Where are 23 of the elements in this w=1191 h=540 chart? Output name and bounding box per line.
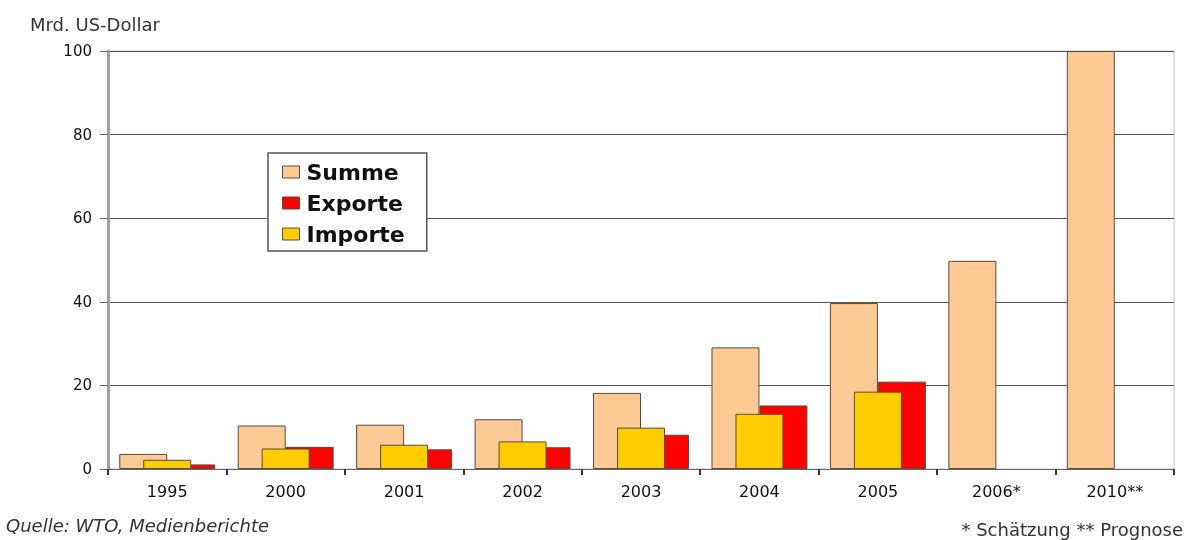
- legend-label: Exporte: [306, 190, 403, 216]
- y-axis-title: Mrd. US-Dollar: [30, 13, 161, 35]
- text: * Schätzung ** Prognose: [961, 518, 1183, 540]
- x-tick-label: 2004: [739, 481, 780, 501]
- y-tick-label: 40: [72, 292, 92, 311]
- y-tick-label: 100: [63, 42, 92, 60]
- x-tick-label: 1995: [146, 481, 188, 501]
- y-tick-label: 0: [82, 460, 92, 478]
- bar: [948, 260, 997, 469]
- x-tick-label: 2006*: [971, 481, 1021, 501]
- x-tick-label: 2001: [383, 481, 425, 501]
- legend-label: Importe: [306, 221, 405, 247]
- x-tick-label: 2003: [620, 481, 662, 501]
- y-tick-label: 80: [72, 125, 92, 144]
- source-note: Quelle: WTO, Medienberichte: [6, 514, 270, 536]
- bar: [1066, 51, 1115, 469]
- legend-label: Summe: [306, 159, 399, 185]
- y-tick-label: 60: [72, 209, 92, 228]
- x-tick-label: 2010**: [1086, 481, 1144, 501]
- y-tick-label: 20: [72, 376, 92, 395]
- x-tick-label: 2002: [502, 481, 543, 501]
- x-tick-label: 2000: [265, 481, 307, 501]
- x-tick-label: 2005: [857, 481, 899, 501]
